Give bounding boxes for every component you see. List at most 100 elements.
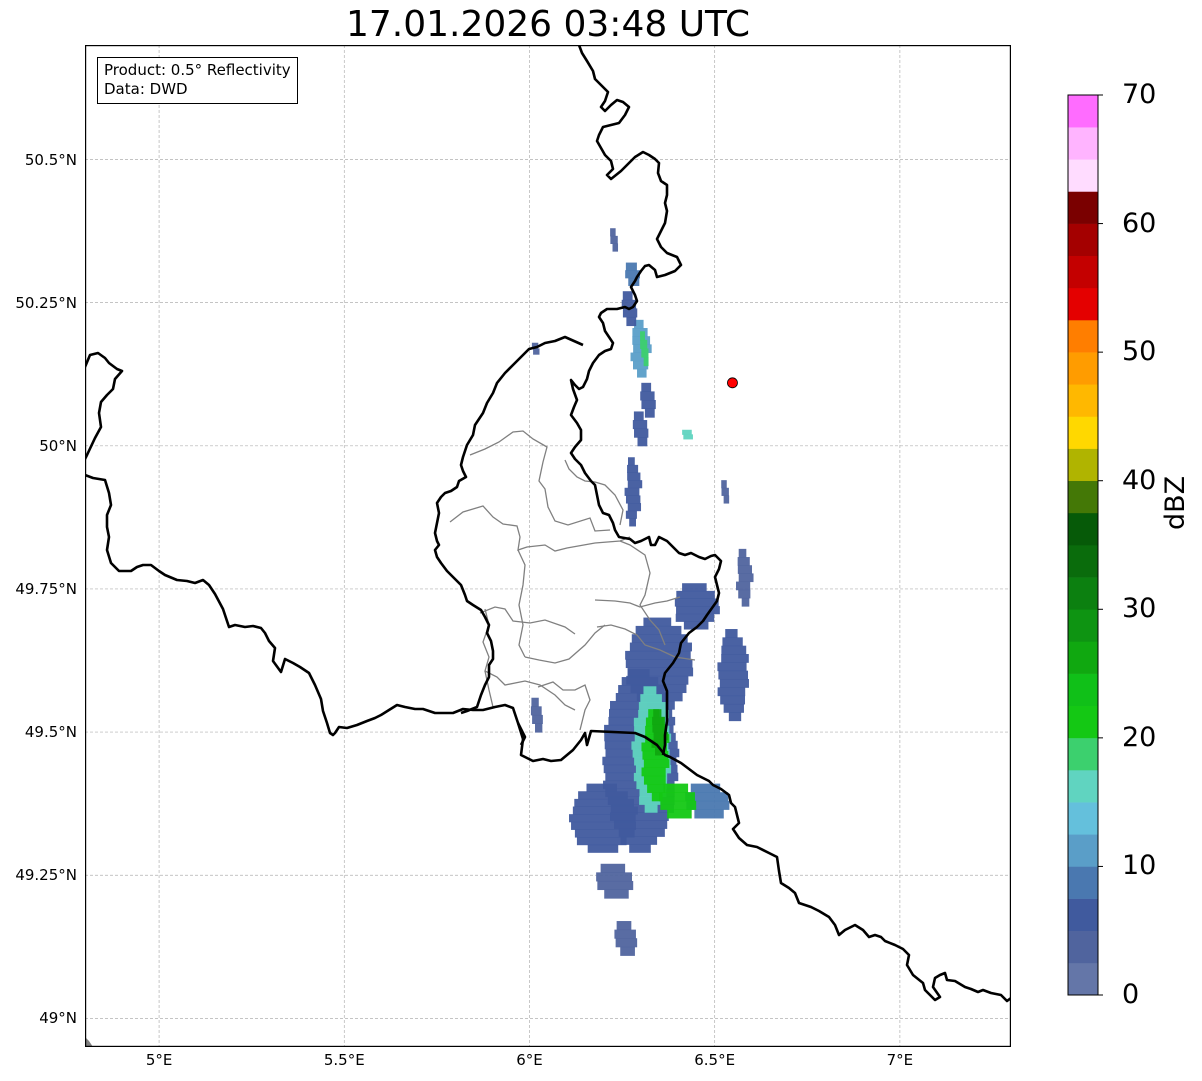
national-border-line bbox=[569, 45, 723, 756]
radar-site-marker bbox=[727, 377, 738, 389]
admin-border-line bbox=[517, 549, 526, 658]
lon-tick-label: 5.5°E bbox=[323, 1051, 365, 1069]
lat-tick-label: 49.25°N bbox=[15, 866, 77, 885]
colorbar bbox=[1067, 94, 1103, 996]
colorbar-tick-label: 30 bbox=[1122, 593, 1157, 625]
colorbar-segment bbox=[1068, 802, 1098, 835]
info-box: Product: 0.5° Reflectivity Data: DWD bbox=[97, 57, 298, 104]
colorbar-tick-label: 20 bbox=[1122, 721, 1157, 753]
map-frame bbox=[85, 45, 1011, 1047]
corner-land-fragment bbox=[85, 1037, 93, 1047]
echo-cell bbox=[531, 342, 540, 355]
colorbar-tick-label: 70 bbox=[1122, 79, 1157, 110]
echo-cell bbox=[651, 709, 669, 756]
colorbar-tick-label: 0 bbox=[1122, 979, 1140, 1010]
radar-site-layer bbox=[727, 377, 738, 389]
radar-echoes bbox=[530, 228, 754, 956]
admin-border-line bbox=[484, 670, 494, 708]
graticule bbox=[85, 45, 1011, 1047]
lat-tick-label: 50.25°N bbox=[15, 293, 77, 312]
colorbar-segment bbox=[1068, 834, 1098, 867]
colorbar-label: dBZ bbox=[1160, 475, 1191, 530]
echo-cell bbox=[640, 331, 649, 367]
echo-cell bbox=[717, 629, 749, 722]
echo-cell bbox=[530, 697, 543, 733]
lat-tick-label: 49°N bbox=[39, 1009, 77, 1028]
colorbar-segment bbox=[1068, 577, 1098, 610]
colorbar-segment bbox=[1068, 384, 1098, 417]
colorbar-outline bbox=[1067, 94, 1099, 996]
lon-tick-label: 7°E bbox=[886, 1051, 914, 1069]
admin-border-line bbox=[524, 624, 606, 664]
admin-border-line bbox=[479, 606, 576, 635]
colorbar-segment bbox=[1068, 737, 1098, 771]
colorbar-segment bbox=[1068, 673, 1098, 707]
colorbar-segment bbox=[1068, 866, 1098, 899]
national-border-line bbox=[85, 351, 124, 460]
echo-cell bbox=[624, 457, 643, 527]
colorbar-segment bbox=[1068, 480, 1098, 514]
echo-cell bbox=[610, 228, 619, 252]
echo-cell bbox=[596, 863, 634, 899]
colorbar-segment bbox=[1068, 545, 1098, 578]
colorbar-segment bbox=[1068, 95, 1098, 128]
echo-cell bbox=[614, 921, 638, 956]
national-borders bbox=[85, 45, 1011, 1003]
colorbar-segment bbox=[1068, 191, 1098, 224]
colorbar-tick-label: 10 bbox=[1122, 850, 1157, 882]
map-title: 17.01.2026 03:48 UTC bbox=[345, 4, 751, 45]
admin-border-line bbox=[469, 430, 611, 532]
colorbar-segment bbox=[1068, 512, 1098, 546]
colorbar-segment bbox=[1068, 255, 1098, 289]
national-border-line bbox=[85, 473, 1011, 1003]
admin-border-line bbox=[482, 608, 576, 711]
national-border-line bbox=[516, 722, 527, 746]
admin-borders bbox=[449, 430, 696, 731]
colorbar-tick-label: 60 bbox=[1122, 207, 1157, 239]
admin-border-line bbox=[564, 459, 624, 526]
echo-cell bbox=[736, 548, 754, 607]
echo-cell bbox=[640, 382, 656, 418]
echo-cell bbox=[659, 783, 697, 819]
source-text: Data: DWD bbox=[104, 80, 188, 98]
colorbar-segment bbox=[1068, 770, 1098, 803]
colorbar-segment bbox=[1068, 287, 1098, 321]
colorbar-segment bbox=[1068, 930, 1098, 964]
echo-cell bbox=[682, 429, 693, 440]
echo-cell bbox=[632, 411, 649, 447]
echo-cell bbox=[721, 480, 730, 504]
lon-tick-label: 6.5°E bbox=[694, 1051, 736, 1069]
colorbar-segment bbox=[1068, 416, 1098, 449]
lat-tick-label: 50.5°N bbox=[24, 150, 77, 169]
echo-cell bbox=[621, 291, 638, 327]
echo-cell bbox=[569, 783, 638, 853]
colorbar-tick-label: 40 bbox=[1122, 464, 1157, 496]
colorbar-segment bbox=[1068, 448, 1098, 482]
colorbar-segment bbox=[1068, 159, 1098, 192]
colorbar-segment bbox=[1068, 352, 1098, 385]
colorbar-segment bbox=[1068, 223, 1098, 257]
colorbar-segment bbox=[1068, 705, 1098, 739]
colorbar-segment bbox=[1068, 898, 1098, 932]
lon-tick-label: 6°E bbox=[516, 1051, 543, 1069]
admin-border-line bbox=[596, 624, 696, 661]
echo-cell bbox=[674, 583, 720, 630]
echo-cell bbox=[685, 783, 730, 819]
lat-tick-label: 49.75°N bbox=[15, 579, 77, 598]
colorbar-segment bbox=[1068, 641, 1098, 674]
national-border-line bbox=[433, 335, 584, 715]
colorbar-segment bbox=[1068, 320, 1098, 353]
colorbar-tick-label: 50 bbox=[1122, 336, 1157, 368]
map-frame-border bbox=[85, 45, 1011, 1047]
product-text: Product: 0.5° Reflectivity bbox=[104, 61, 291, 79]
colorbar-segment bbox=[1068, 127, 1098, 160]
map-canvas bbox=[85, 45, 1011, 1047]
admin-border-line bbox=[537, 681, 591, 731]
lat-tick-label: 50°N bbox=[39, 436, 77, 455]
admin-border-line bbox=[619, 540, 666, 646]
admin-border-line bbox=[594, 596, 681, 608]
lat-tick-label: 49.5°N bbox=[24, 723, 77, 742]
colorbar-segment bbox=[1068, 609, 1098, 642]
lon-tick-label: 5°E bbox=[145, 1051, 173, 1069]
colorbar-segment bbox=[1068, 962, 1098, 996]
